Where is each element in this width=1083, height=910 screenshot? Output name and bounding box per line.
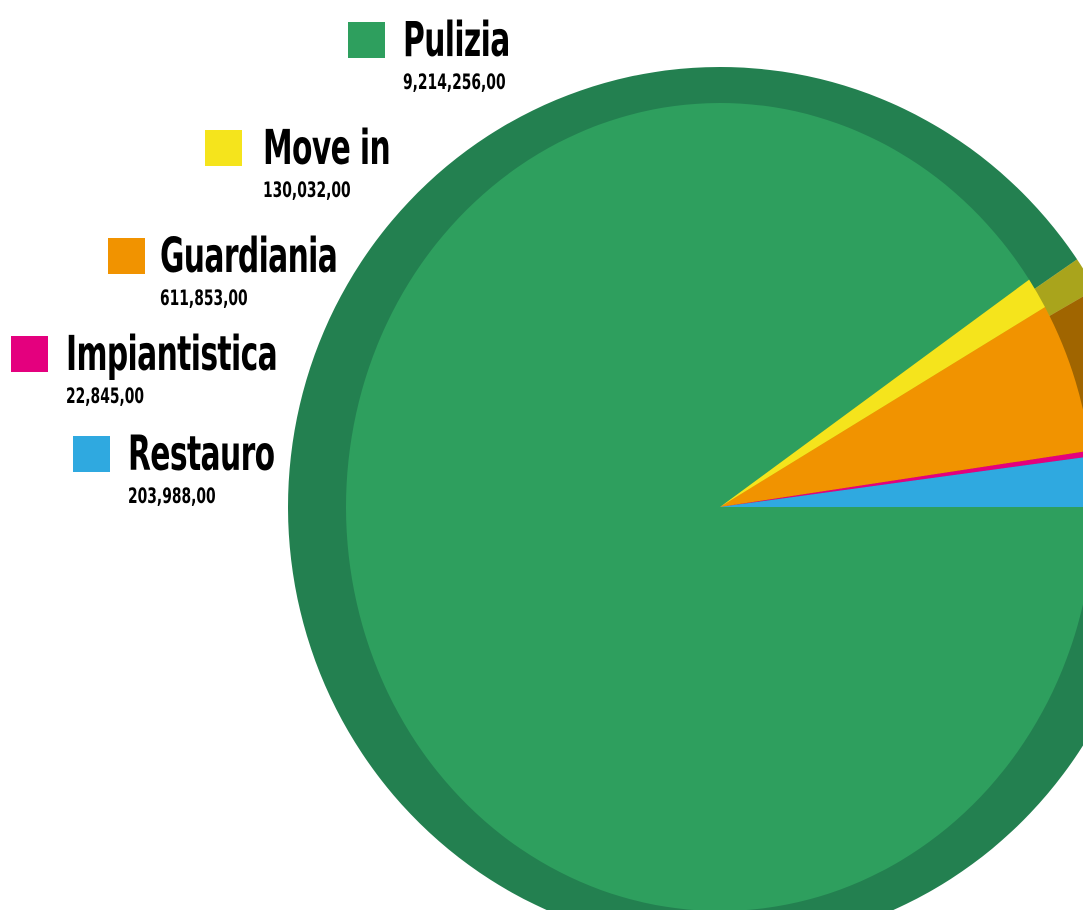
legend-value-impiantistica: 22,845,00 — [66, 384, 145, 408]
pie-slice-guardiania — [720, 307, 1083, 507]
legend-swatch-pulizia — [348, 22, 385, 58]
legend-value-move-in: 130,032,00 — [263, 178, 351, 202]
legend-swatch-restauro — [73, 436, 110, 472]
legend-value-pulizia: 9,214,256,00 — [403, 70, 506, 94]
legend-label-guardiania: Guardiania — [160, 228, 338, 284]
legend-swatch-move-in — [205, 130, 242, 166]
pie-slice-move-in — [720, 279, 1046, 507]
legend-swatch-guardiania — [108, 238, 145, 274]
legend-label-restauro: Restauro — [128, 426, 275, 482]
legend-swatch-impiantistica — [11, 336, 48, 372]
pie-slice-impiantistica — [720, 451, 1083, 507]
legend-label-pulizia: Pulizia — [403, 12, 510, 68]
legend-label-move-in: Move in — [263, 120, 391, 176]
pie-slice-pulizia — [346, 103, 1083, 910]
pie-slice-restauro — [720, 457, 1083, 507]
legend-label-impiantistica: Impiantistica — [66, 326, 278, 382]
legend-value-restauro: 203,988,00 — [128, 484, 216, 508]
legend-value-guardiania: 611,853,00 — [160, 286, 248, 310]
